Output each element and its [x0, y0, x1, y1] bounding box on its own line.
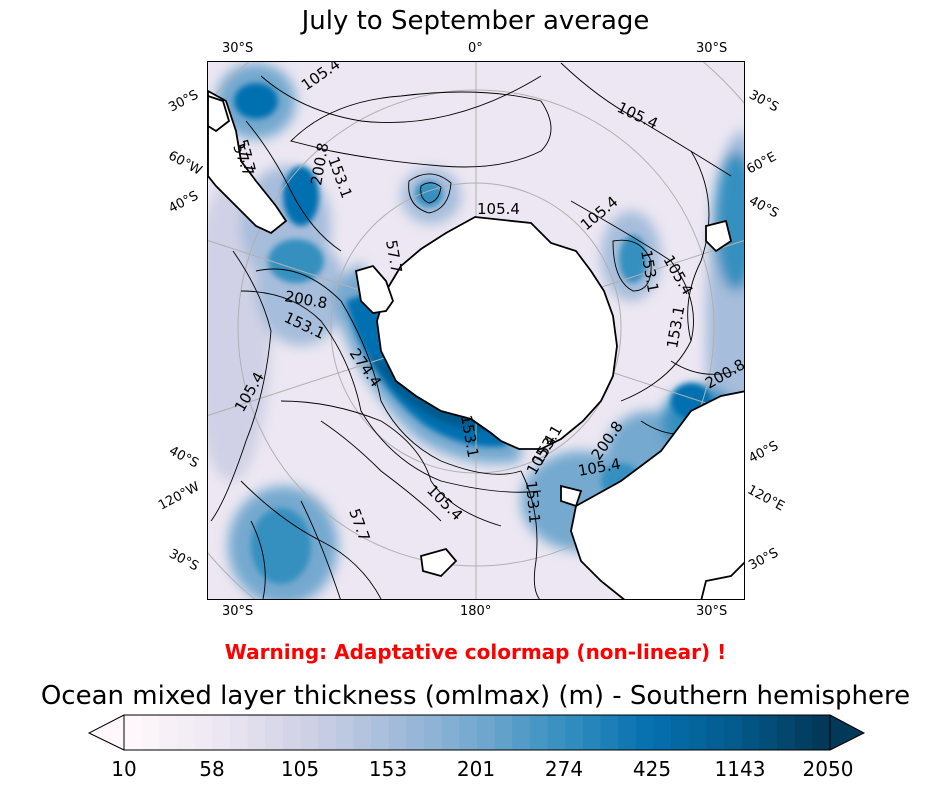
colorbar-cell — [194, 715, 213, 750]
colorbar-cell — [671, 715, 690, 750]
contour-label: 57.7 — [382, 239, 406, 275]
lon-label-bottom: 180° — [460, 604, 492, 619]
lon-label-left-120w: 120°W — [156, 479, 203, 514]
colorbar-cell — [212, 715, 231, 750]
colorbar-cell — [247, 715, 266, 750]
colorbar-cell — [653, 715, 672, 750]
antarctic-peninsula — [354, 264, 395, 314]
colorbar-tick: 425 — [632, 757, 672, 781]
map-svg: 105.4 105.4 57.7 57.7 153.1 200.8 105.4 … — [208, 62, 744, 599]
colorbar-cell — [353, 715, 372, 750]
colorbar-tick: 153 — [368, 757, 408, 781]
colorbar-cell — [265, 715, 284, 750]
lat-label-bottom-left: 30°S — [222, 604, 254, 619]
lat-label-bottom-right: 30°S — [696, 604, 728, 619]
colorbar-cell — [229, 715, 249, 750]
colorbar-cell — [759, 715, 778, 750]
colorbar-tick: 10 — [111, 757, 137, 781]
plot-title: July to September average — [301, 6, 650, 36]
colorbar-tick: 105 — [280, 757, 320, 781]
colorbar-cell — [547, 715, 566, 750]
colorbar-cell — [635, 715, 655, 750]
colorbar-cell — [688, 715, 708, 750]
colorbar-cell — [282, 715, 302, 750]
colorbar — [88, 714, 866, 751]
colorbar-cell — [371, 715, 390, 750]
lon-label-left-60w: 60°W — [165, 148, 205, 179]
colorbar-cell — [141, 715, 160, 750]
colorbar-tick: 201 — [456, 757, 496, 781]
land-masses — [208, 89, 744, 599]
colorbar-tick: 1143 — [714, 757, 766, 781]
colorbar-cell — [777, 715, 796, 750]
colorbar-title: Ocean mixed layer thickness (omlmax) (m)… — [40, 681, 911, 711]
colorbar-cell — [300, 715, 319, 750]
africa-tip — [700, 561, 744, 599]
colorbar-cell — [706, 715, 725, 750]
colorbar-cell — [600, 715, 619, 750]
colorbar-cell — [441, 715, 460, 750]
lat-label-right-3: 40°S — [746, 438, 781, 467]
colorbar-cell — [794, 715, 813, 750]
lon-label-right-60e: 60°E — [744, 149, 779, 178]
lat-label-left-4: 30°S — [166, 546, 201, 575]
colorbar-outline — [123, 714, 831, 751]
colorbar-cell — [335, 715, 355, 750]
south-america-edge — [208, 95, 231, 133]
contour-label: 153.1 — [522, 480, 544, 524]
colorbar-tick: 274 — [544, 757, 584, 781]
colorbar-cell — [741, 715, 760, 750]
colorbar-cell — [565, 715, 584, 750]
colorbar-low-extension — [88, 714, 125, 751]
lat-label-right-1: 30°S — [746, 87, 781, 116]
lat-label-right-2: 40°S — [746, 193, 781, 222]
lat-label-left-2: 40°S — [166, 188, 201, 217]
lon-label-right-120e: 120°E — [744, 482, 787, 515]
contour-lines — [210, 62, 744, 599]
colorbar-cell — [159, 715, 178, 750]
kerguelen-island — [705, 219, 733, 253]
colorbar-cell — [424, 715, 443, 750]
colorbar-cell — [318, 715, 337, 750]
lat-label-left-3: 40°S — [166, 443, 201, 472]
new-zealand-south — [420, 547, 458, 578]
colorbar-high-extension — [829, 714, 866, 751]
colorbar-tick: 2050 — [802, 757, 854, 781]
map-panel: 105.4 105.4 57.7 57.7 153.1 200.8 105.4 … — [207, 61, 745, 600]
contour-label: 105.4 — [477, 200, 520, 218]
south-america — [208, 89, 288, 235]
colorbar-cell — [529, 715, 549, 750]
colormap-warning: Warning: Adaptative colormap (non-linear… — [224, 640, 727, 664]
lat-label-top-right: 30°S — [696, 41, 728, 56]
colorbar-cell — [406, 715, 425, 750]
colorbar-cell — [812, 715, 831, 750]
lat-label-right-4: 30°S — [746, 545, 781, 574]
australia — [570, 390, 744, 599]
colorbar-cell — [388, 715, 407, 750]
colorbar-cells — [124, 715, 831, 750]
colorbar-cell — [477, 715, 496, 750]
colorbar-cell — [124, 715, 143, 750]
colorbar-cell — [724, 715, 743, 750]
colorbar-cell — [176, 715, 196, 750]
lon-label-top: 0° — [468, 41, 483, 56]
lat-label-left-1: 30°S — [166, 87, 201, 116]
lat-label-top-left: 30°S — [222, 41, 254, 56]
tasmania — [560, 484, 583, 508]
colorbar-cell — [512, 715, 531, 750]
colorbar-cell — [582, 715, 602, 750]
colorbar-tick: 58 — [199, 757, 225, 781]
colorbar-cell — [459, 715, 478, 750]
colorbar-cell — [494, 715, 513, 750]
colorbar-cell — [618, 715, 637, 750]
